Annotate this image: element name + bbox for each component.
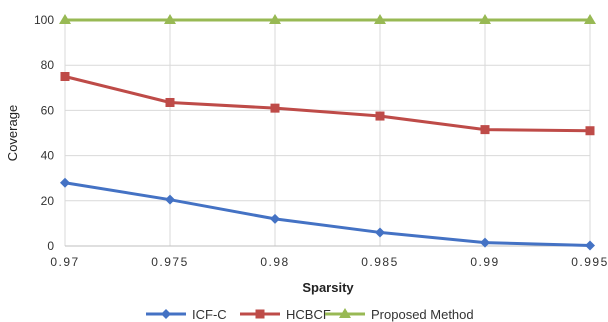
legend-label: Proposed Method bbox=[371, 307, 474, 322]
data-point-proposed-method bbox=[374, 14, 386, 24]
data-point-hcbcf bbox=[270, 103, 280, 113]
series-proposed-method bbox=[59, 14, 596, 24]
data-point-proposed-method bbox=[59, 14, 71, 24]
data-point-proposed-method bbox=[584, 14, 596, 24]
data-point-hcbcf bbox=[585, 126, 595, 136]
series-hcbcf bbox=[60, 72, 595, 136]
data-point-proposed-method bbox=[269, 14, 281, 24]
y-tick-label: 40 bbox=[41, 149, 55, 163]
legend-label: ICF-C bbox=[192, 307, 227, 322]
tick-labels: 0 20 40 60 80 100 0.97 0.975 0.98 0.985 0.99 0.995 bbox=[34, 13, 608, 269]
grid-lines bbox=[64, 19, 591, 246]
legend-marker bbox=[255, 309, 265, 319]
legend-marker bbox=[339, 308, 351, 318]
data-point-proposed-method bbox=[479, 14, 491, 24]
data-point-hcbcf bbox=[60, 72, 70, 81]
y-tick-label: 80 bbox=[41, 58, 55, 72]
data-point-icf-c bbox=[60, 177, 70, 188]
series-icf-c bbox=[60, 177, 595, 251]
legend: ICF-C HCBCF Proposed Method bbox=[146, 307, 474, 322]
data-point-icf-c bbox=[165, 194, 175, 205]
x-tick-label: 0.97 bbox=[50, 255, 79, 269]
data-point-hcbcf bbox=[375, 111, 385, 121]
y-tick-label: 100 bbox=[34, 13, 54, 27]
legend-item-icf-c: ICF-C bbox=[146, 307, 227, 322]
series-line-hcbcf bbox=[64, 75, 591, 133]
legend-marker bbox=[161, 309, 171, 319]
x-tick-label: 0.995 bbox=[571, 255, 608, 269]
legend-label: HCBCF bbox=[286, 307, 331, 322]
series-line-icf-c bbox=[64, 181, 591, 248]
legend-item-proposed-method: Proposed Method bbox=[325, 307, 474, 322]
legend-item-hcbcf: HCBCF bbox=[240, 307, 331, 322]
y-tick-label: 20 bbox=[41, 194, 55, 208]
data-point-icf-c bbox=[585, 240, 595, 251]
data-point-icf-c bbox=[480, 237, 490, 248]
data-point-icf-c bbox=[375, 227, 385, 238]
x-tick-label: 0.985 bbox=[361, 255, 399, 269]
y-tick-label: 0 bbox=[47, 239, 54, 253]
data-point-proposed-method bbox=[164, 14, 176, 24]
x-tick-label: 0.99 bbox=[470, 255, 499, 269]
data-point-icf-c bbox=[270, 213, 280, 224]
series bbox=[59, 14, 596, 251]
x-axis-title: Sparsity bbox=[302, 280, 354, 295]
y-axis-title: Coverage bbox=[5, 105, 20, 161]
data-point-hcbcf bbox=[165, 97, 175, 107]
x-tick-label: 0.975 bbox=[151, 255, 189, 269]
y-tick-label: 60 bbox=[41, 103, 55, 117]
x-tick-label: 0.98 bbox=[260, 255, 289, 269]
data-point-hcbcf bbox=[480, 125, 490, 135]
